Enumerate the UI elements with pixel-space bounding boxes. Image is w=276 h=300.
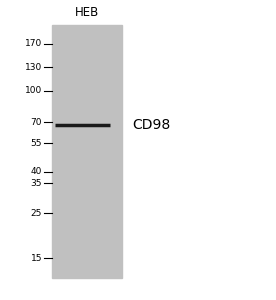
Text: HEB: HEB [75, 5, 99, 19]
Text: CD98: CD98 [132, 118, 170, 132]
Text: 35: 35 [31, 179, 42, 188]
Text: 55: 55 [31, 139, 42, 148]
Text: 170: 170 [25, 39, 42, 48]
Text: 15: 15 [31, 254, 42, 263]
Text: 130: 130 [25, 63, 42, 72]
Text: 40: 40 [31, 167, 42, 176]
Text: 100: 100 [25, 86, 42, 95]
Text: 70: 70 [31, 118, 42, 127]
Text: 25: 25 [31, 208, 42, 217]
Bar [52, 25, 122, 278]
